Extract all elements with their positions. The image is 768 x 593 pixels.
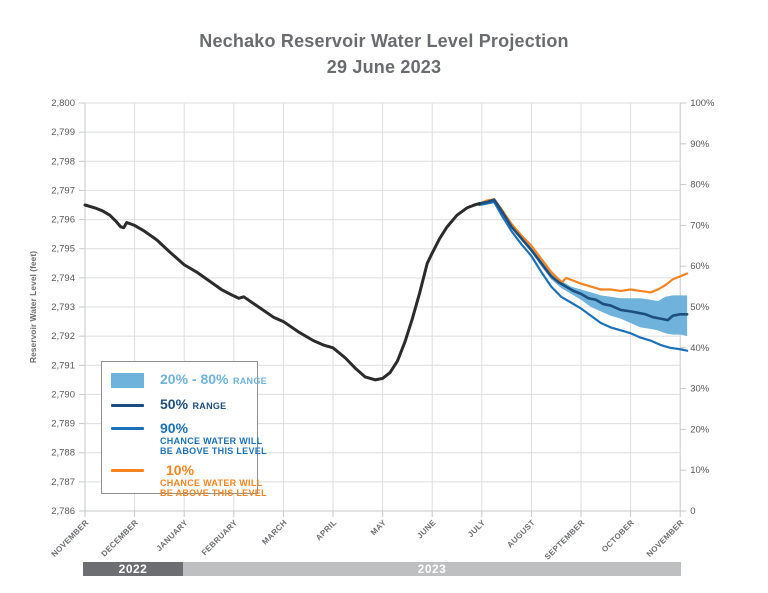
y2-axis-tick-label: 20% xyxy=(690,424,710,435)
legend: 20% - 80% RANGE 50% RANGE 90% CHANCE WAT… xyxy=(101,361,267,498)
legend-band-big-text: 20% - 80% xyxy=(160,371,229,387)
legend-p50-small-text: RANGE xyxy=(192,401,227,411)
y-axis-title: Reservoir Water Level (feet) xyxy=(28,251,38,363)
legend-swatch-p90-line-icon xyxy=(111,427,144,430)
x-axis-tick-label: APRIL xyxy=(314,518,338,542)
x-axis-tick-label: MARCH xyxy=(260,518,288,546)
y-axis-tick-label: 2,788 xyxy=(51,448,75,459)
y-axis-tick-label: 2,795 xyxy=(51,244,75,255)
legend-item-p10: 10% CHANCE WATER WILL BE ABOVE THIS LEVE… xyxy=(111,463,267,498)
x-axis-tick-label: NOVEMBER xyxy=(645,518,686,559)
axis-ticks xyxy=(79,102,687,517)
y2-axis-tick-label: 40% xyxy=(690,343,710,354)
legend-p10-big-text: 10% xyxy=(166,462,195,478)
y2-axis-tick-label: 100% xyxy=(690,98,715,109)
legend-band-small-text: RANGE xyxy=(232,376,267,386)
legend-swatch-band-icon xyxy=(111,372,144,388)
timeline-year-2022-label: 2022 xyxy=(118,562,148,576)
legend-p50-big-text: 50% xyxy=(160,396,189,412)
y-axis-tick-label: 2,792 xyxy=(51,331,75,342)
chart-title: Nechako Reservoir Water Level Projection xyxy=(199,31,569,51)
legend-p10-line2-text: BE ABOVE THIS LEVEL xyxy=(160,488,267,498)
y2-axis-tick-label: 70% xyxy=(690,220,710,231)
y-axis-tick-label: 2,794 xyxy=(51,273,75,284)
series-range_20_80-band xyxy=(479,199,688,337)
y-axis-tick-label: 2,799 xyxy=(51,127,75,138)
legend-p90-line1-text: CHANCE WATER WILL xyxy=(160,436,263,446)
title-block: Nechako Reservoir Water Level Projection… xyxy=(0,28,768,80)
x-axis-tick-label: JULY xyxy=(466,518,487,539)
series-p50-line xyxy=(478,198,689,322)
legend-p90-line2-text: BE ABOVE THIS LEVEL xyxy=(160,446,267,456)
y-axis-tick-label: 2,786 xyxy=(51,506,75,517)
x-axis-tick-label: NOVEMBER xyxy=(50,518,91,559)
x-axis-tick-label: AUGUST xyxy=(505,518,537,550)
chart-subtitle: 29 June 2023 xyxy=(326,57,442,77)
legend-label-p10: 10% CHANCE WATER WILL BE ABOVE THIS LEVE… xyxy=(160,462,267,499)
y2-axis-tick-label: 60% xyxy=(690,261,710,272)
x-axis-tick-label: SEPTEMBER xyxy=(543,518,586,561)
legend-label-p90: 90% CHANCE WATER WILL BE ABOVE THIS LEVE… xyxy=(160,420,267,457)
x-axis-tick-label: OCTOBER xyxy=(600,518,636,554)
legend-p10-line1-text: CHANCE WATER WILL xyxy=(160,478,263,488)
legend-label-p50: 50% RANGE xyxy=(160,396,227,414)
series-observed-line xyxy=(83,202,481,382)
x-axis-tick-label: FEBRUARY xyxy=(200,518,240,558)
y-axis-tick-label: 2,789 xyxy=(51,419,75,430)
legend-item-p50: 50% RANGE xyxy=(111,396,257,414)
y2-axis-tick-label: 90% xyxy=(690,139,710,150)
y2-axis-tick-label: 50% xyxy=(690,302,710,313)
x-axis-tick-label: DECEMBER xyxy=(100,518,140,558)
legend-label-band: 20% - 80% RANGE xyxy=(160,371,267,389)
timeline-year-2023-label: 2023 xyxy=(417,562,447,576)
legend-item-band: 20% - 80% RANGE xyxy=(111,371,267,389)
y-axis-tick-label: 2,800 xyxy=(51,98,75,109)
x-axis-tick-label: JANUARY xyxy=(155,518,190,553)
y2-axis-tick-label: 0 xyxy=(690,506,695,517)
legend-swatch-p50-line-icon xyxy=(111,403,144,407)
y-axis-tick-label: 2,796 xyxy=(51,215,75,226)
y-axis-tick-label: 2,798 xyxy=(51,156,75,167)
timeline-year-2023-segment: 2023 xyxy=(183,562,681,576)
x-axis-tick-label: MAY xyxy=(369,518,388,537)
y2-axis-tick-label: 80% xyxy=(690,180,710,191)
y2-axis-tick-label: 10% xyxy=(690,465,710,476)
y2-axis-tick-label: 30% xyxy=(690,384,710,395)
series-group xyxy=(83,198,689,382)
y-axis-tick-label: 2,791 xyxy=(51,360,75,371)
legend-item-p90: 90% CHANCE WATER WILL BE ABOVE THIS LEVE… xyxy=(111,421,267,456)
y-axis-tick-label: 2,790 xyxy=(51,389,75,400)
legend-p90-big-text: 90% xyxy=(160,420,189,436)
y-axis-tick-label: 2,797 xyxy=(51,185,75,196)
y-axis-tick-label: 2,787 xyxy=(51,477,75,488)
legend-swatch-p10-line-icon xyxy=(111,469,144,472)
series-p10-line xyxy=(478,198,689,294)
x-axis-tick-label: JUNE xyxy=(415,518,438,541)
timeline-year-2022-segment: 2022 xyxy=(83,562,183,576)
series-p90-line xyxy=(478,200,689,352)
y-axis-tick-label: 2,793 xyxy=(51,302,75,313)
